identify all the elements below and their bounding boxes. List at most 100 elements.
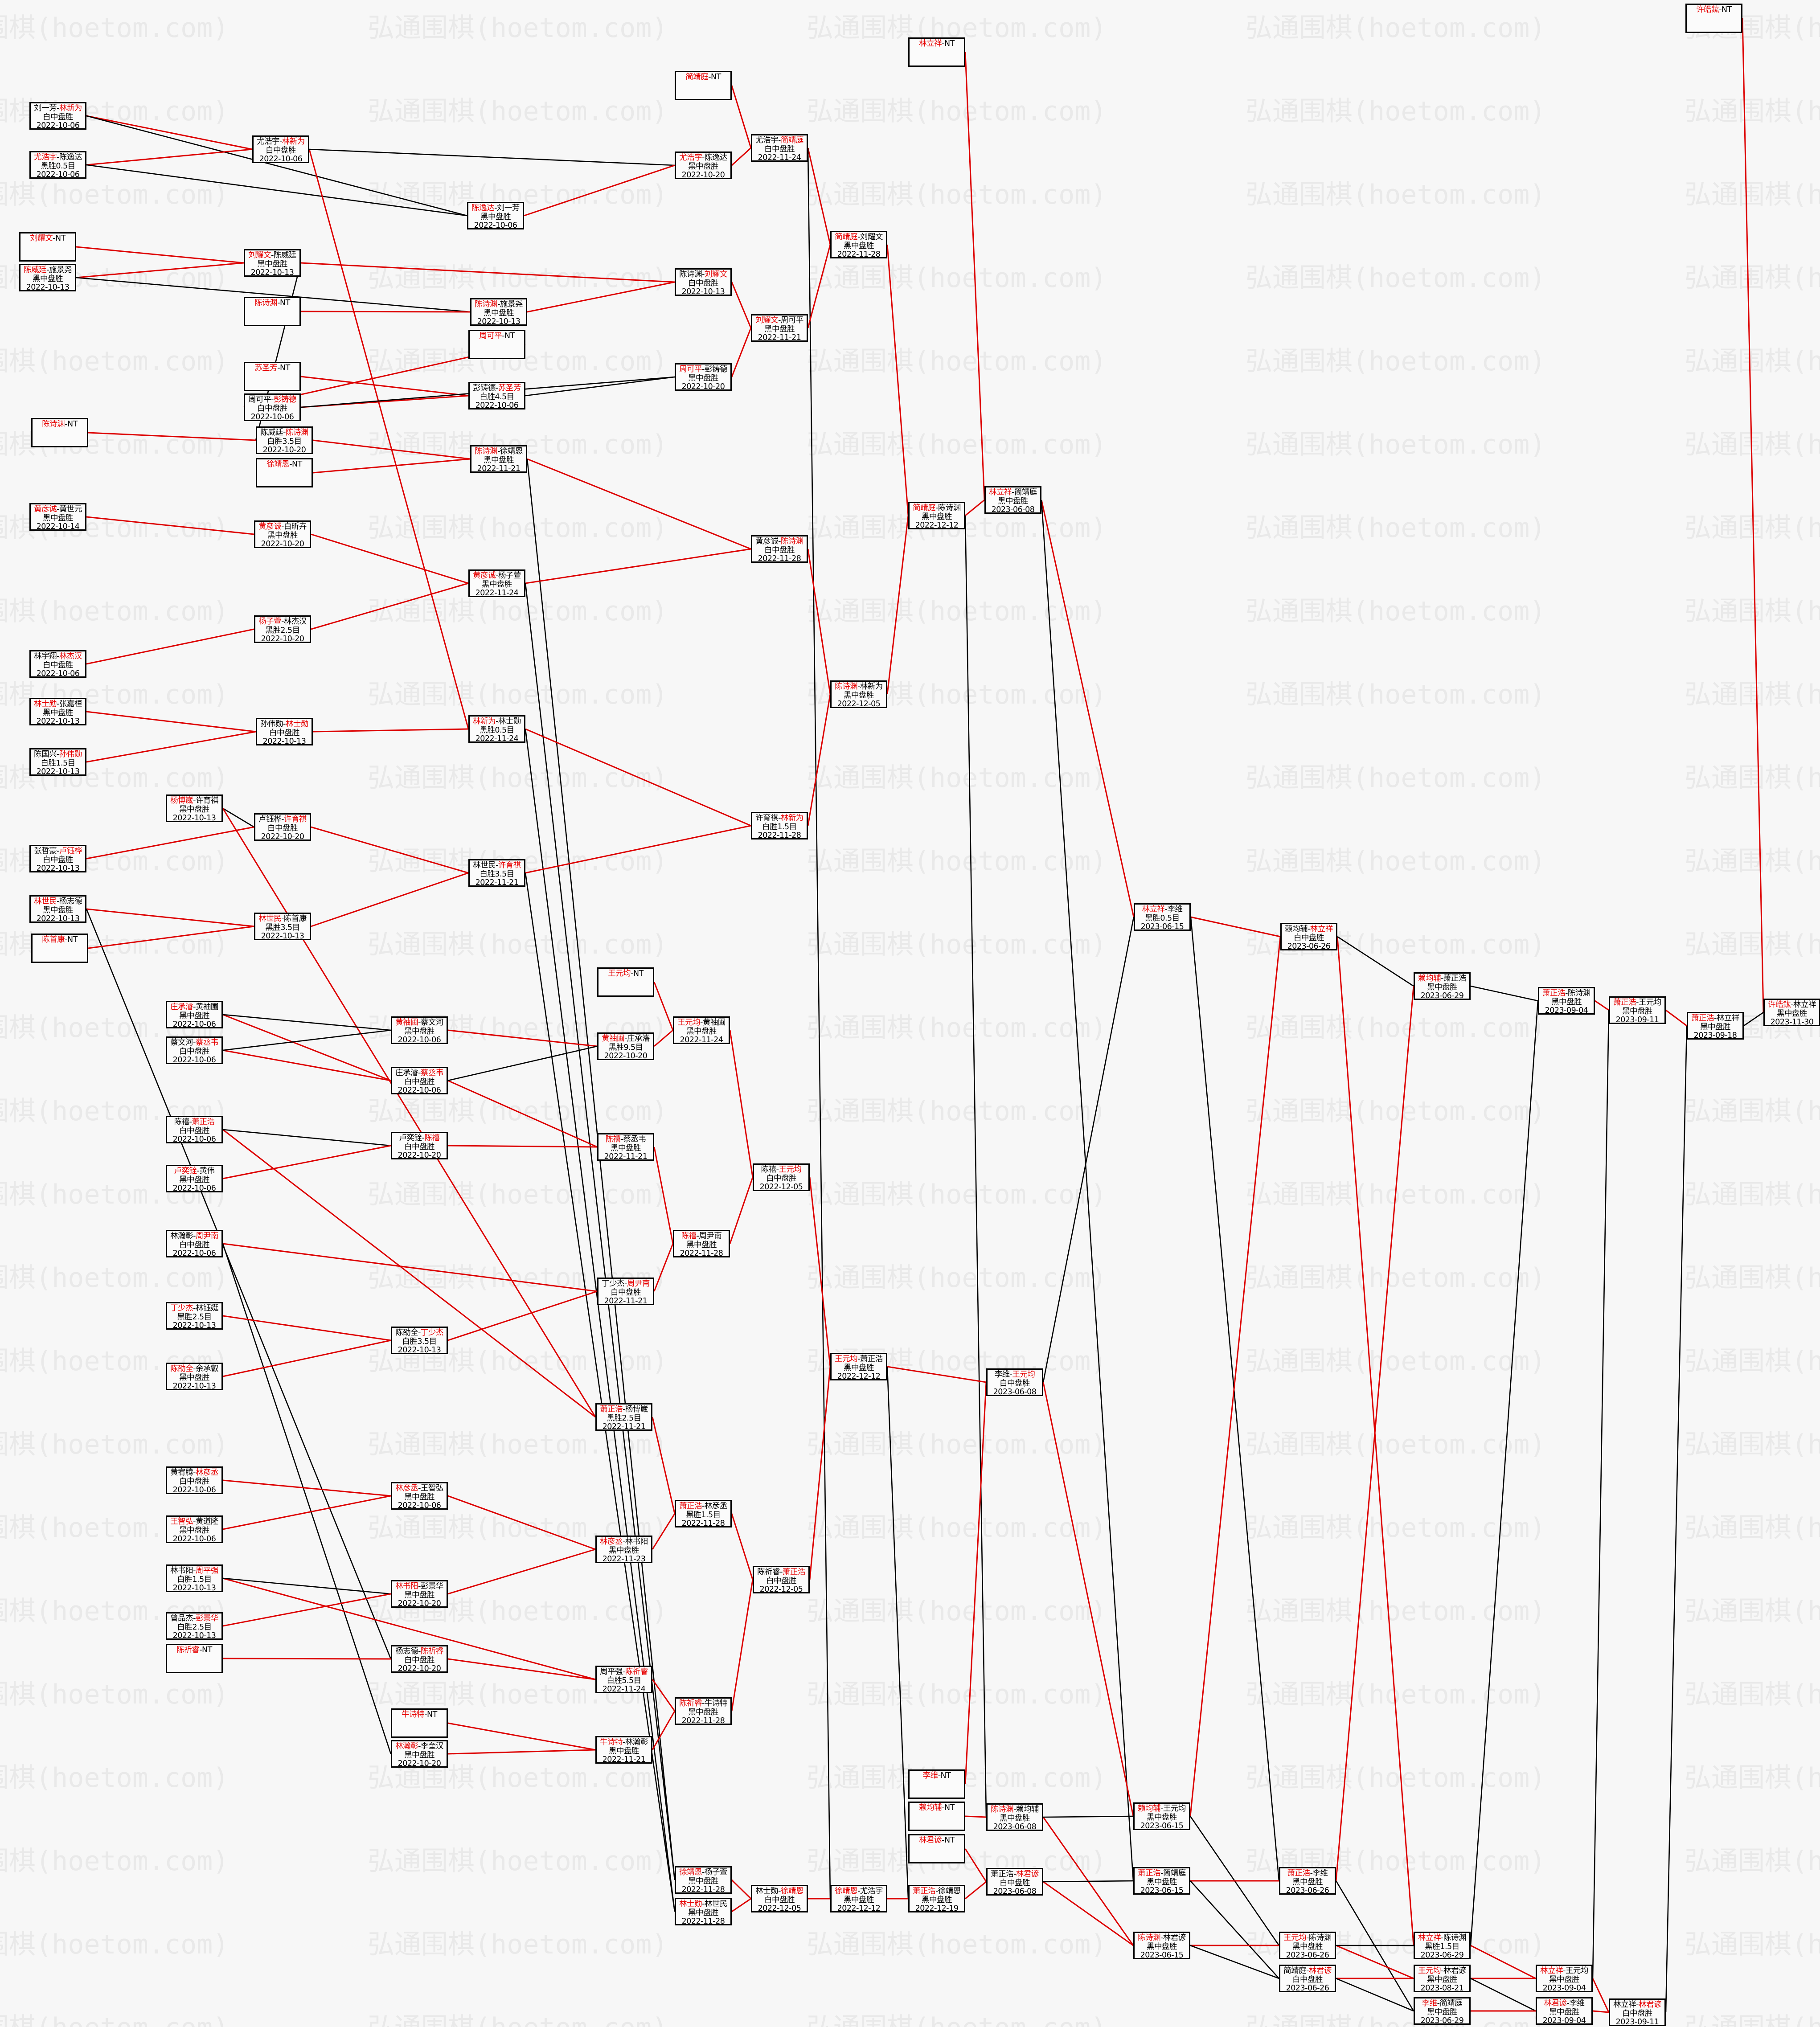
match-date: 2022-11-21 [758, 333, 801, 342]
match-players: 陈诗渊-NT [42, 420, 78, 429]
bye-label: NT [292, 460, 302, 469]
match-result: 白中盘胜 [764, 144, 795, 154]
match-players: 周可平-彭铸德 [679, 365, 727, 374]
match-players: 萧正浩-杨博崴 [600, 1405, 648, 1414]
loser-path-line [1665, 1025, 1688, 2013]
player-name: 林君谚 [1443, 1966, 1467, 1975]
match-box: 林彦丞-林书阳 黑中盘胜 2022-11-23 [595, 1536, 652, 1564]
bye-label: NT [202, 1646, 212, 1654]
player-name: 陈诗渊 [991, 1805, 1014, 1814]
match-date: 2022-10-13 [261, 932, 304, 941]
player-name: 林彦丞 [704, 1502, 728, 1511]
match-date: 2022-10-20 [261, 540, 304, 549]
player-name: 林君谚 [1308, 1966, 1332, 1975]
match-box: 黄袖圃-蔡文河 黑中盘胜 2022-10-06 [391, 1016, 448, 1044]
winner-path-line [729, 1030, 754, 1178]
bye-box: 牛诗特-NT [391, 1708, 448, 1738]
match-result: 白中盘胜 [269, 728, 300, 737]
bye-label: NT [944, 1803, 955, 1812]
match-box: 王元均-黄袖圃 黑中盘胜 2022-11-24 [673, 1016, 730, 1044]
match-players: 庄承濬-蔡丞韦 [395, 1069, 443, 1077]
match-box: 赖均辅-王元均 黑中盘胜 2023-06-15 [1133, 1802, 1190, 1830]
match-box: 牛诗特-林瀚彰 黑中盘胜 2022-11-21 [595, 1736, 652, 1764]
match-date: 2022-10-13 [36, 767, 80, 776]
player-name: 彭景华 [195, 1614, 219, 1623]
player-name: 林立祥 [1310, 925, 1333, 934]
match-date: 2023-06-26 [1287, 942, 1331, 951]
match-box: 简靖庭-林君谚 白中盘胜 2023-06-26 [1279, 1965, 1336, 1993]
match-box: 陈诗渊-徐靖恩 黑中盘胜 2022-11-21 [470, 445, 527, 473]
player-name: 萧正浩 [991, 1870, 1014, 1879]
player-name: 杨子萱 [498, 571, 521, 580]
match-players: 陈劭全-余承叡 [170, 1364, 218, 1373]
match-box: 杨子萱-林杰汉 黑胜2.5目 2022-10-20 [254, 615, 311, 643]
player-name: 林新为 [473, 717, 496, 726]
winner-path-line [1470, 1945, 1536, 1979]
match-box: 尤浩宇-陈逸达 黑中盘胜 2022-10-20 [675, 152, 732, 180]
player-name: 林士勋 [755, 1887, 779, 1896]
match-result: 黑中盘胜 [404, 1750, 435, 1760]
player-name: 许皓鈜 [1768, 1000, 1791, 1009]
player-name: 白昕卉 [283, 522, 307, 531]
bye-box: 徐靖恩-NT [256, 458, 313, 487]
match-date: 2022-10-13 [172, 1321, 216, 1330]
winner-path-line [525, 728, 751, 827]
match-date: 2022-10-06 [36, 121, 80, 130]
player-name: 王元均 [1283, 1933, 1307, 1942]
match-result: 黑中盘胜 [1147, 1813, 1177, 1822]
player-name: 李维 [1167, 905, 1183, 914]
match-box: 庄承濬-蔡丞韦 白中盘胜 2022-10-06 [391, 1067, 448, 1095]
match-players: 萧正浩-王元均 [1613, 998, 1661, 1007]
loser-path-line [1470, 1000, 1539, 1946]
player-name: 简靖庭 [1163, 1869, 1186, 1878]
bye-label: NT [55, 234, 66, 243]
player-name: 杨志德 [395, 1647, 418, 1656]
match-players: 林士勋-徐靖恩 [755, 1887, 803, 1896]
player-name: 赖均辅 [1016, 1805, 1039, 1814]
winner-path-line [86, 516, 254, 535]
winner-path-line [447, 1548, 596, 1595]
player-name: 陈祈睿 [679, 1699, 702, 1708]
player-name: 蔡文河 [170, 1038, 193, 1047]
match-box: 徐靖恩-尤浩宇 黑中盘胜 2022-12-12 [830, 1885, 887, 1913]
match-players: 林瀚彰-周尹南 [170, 1232, 218, 1241]
match-box: 陈威廷-陈诗渊 白胜3.5目 2022-10-20 [256, 426, 313, 455]
bye-box: 李维-NT [908, 1769, 965, 1799]
match-result: 黑中盘胜 [922, 512, 952, 521]
player-name: 林立祥 [1716, 1014, 1740, 1023]
match-players: 萧正浩-李维 [1287, 1869, 1328, 1878]
player-name: 陈逸达 [471, 204, 495, 213]
winner-path-line [447, 1495, 596, 1550]
match-result: 白中盘胜 [266, 146, 296, 155]
loser-path-line [1043, 1815, 1134, 1818]
match-players: 黄袖圃-蔡文河 [395, 1018, 443, 1027]
player-name: 李奎汉 [420, 1742, 444, 1751]
player-name: 林彦丞 [395, 1484, 418, 1493]
loser-path-line [86, 909, 392, 1659]
bye-label: NT [504, 332, 515, 340]
player-name: 萧正浩 [600, 1405, 623, 1414]
match-box: 周平强-陈祈睿 白胜5.5目 2022-11-24 [595, 1666, 652, 1694]
match-date: 2022-10-13 [477, 317, 521, 326]
match-players: 林彦丞-林书阳 [600, 1537, 648, 1546]
player-name: 刘耀文 [860, 233, 883, 242]
player-name: 孙伟勋 [59, 750, 82, 759]
match-box: 徐靖恩-杨子萱 黑中盘胜 2022-11-28 [675, 1866, 732, 1894]
player-name: 杨子萱 [704, 1868, 728, 1877]
loser-path-line [76, 277, 471, 313]
loser-path-line [807, 147, 831, 1899]
match-result: 黑胜9.5目 [608, 1043, 643, 1052]
match-result: 黑胜0.5目 [480, 725, 514, 735]
winner-path-line [86, 826, 254, 860]
match-players: 林君谚-李维 [1544, 1999, 1585, 2008]
player-name: 陈首康 [283, 914, 307, 923]
player-name: 黄世元 [59, 505, 82, 514]
match-date: 2022-11-28 [681, 1519, 725, 1528]
match-players: 林立祥-李维 [1142, 905, 1183, 914]
match-players: 刘一芳-林新为 [34, 104, 82, 113]
match-result: 白中盘胜 [179, 1047, 210, 1056]
bye-label: NT [940, 1771, 951, 1780]
match-result: 白胜3.5目 [402, 1337, 437, 1346]
winner-path-line [222, 1129, 596, 1418]
match-date: 2022-10-06 [474, 221, 517, 230]
